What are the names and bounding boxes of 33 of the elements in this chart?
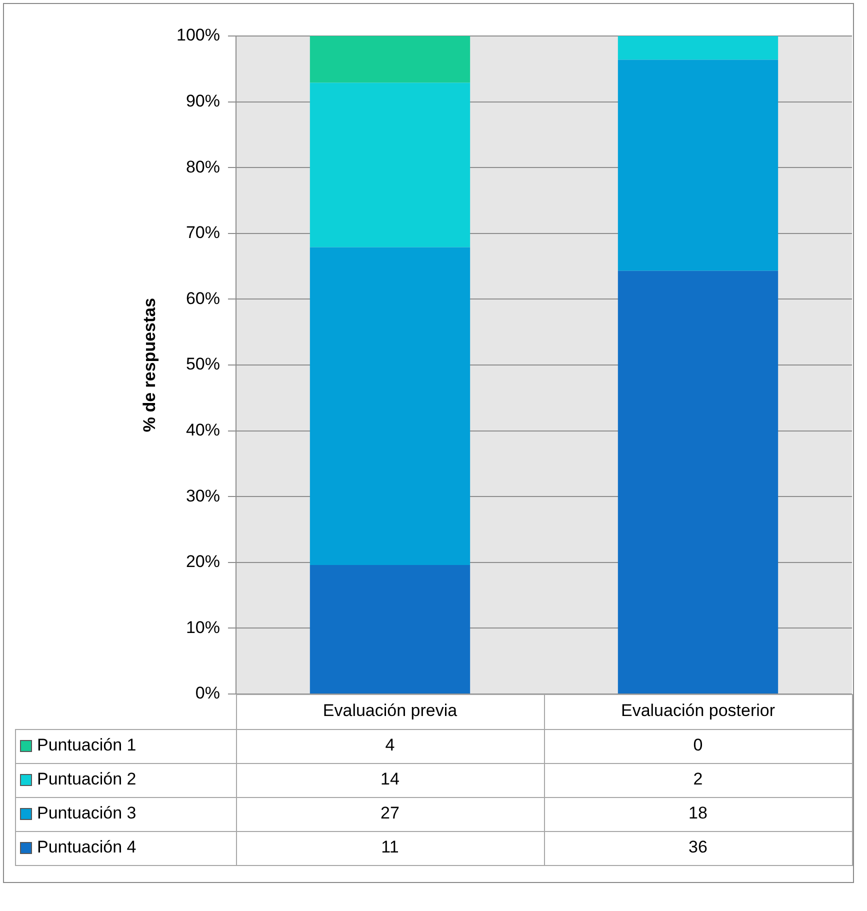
x-tick-label: Evaluación posterior — [620, 701, 776, 720]
text: 18 — [688, 804, 708, 823]
text: 4 — [385, 736, 395, 755]
bar — [310, 565, 470, 694]
bar — [310, 36, 470, 83]
bar — [618, 36, 778, 60]
text: 2 — [693, 770, 703, 789]
y-tick-label: 10% — [186, 618, 220, 637]
y-tick-label: 30% — [186, 486, 220, 506]
legend-label: Puntuación 4 — [37, 838, 136, 857]
legend-label: Puntuación 1 — [37, 736, 136, 755]
y-tick-label: 40% — [186, 420, 220, 440]
text: 14 — [380, 770, 400, 789]
y-tick-label: 50% — [186, 354, 220, 374]
y-axis-title: % de respuestas — [140, 298, 159, 432]
bar — [310, 247, 470, 566]
legend-label: Puntuación 3 — [37, 804, 136, 823]
x-tick-label: Evaluación previa — [322, 701, 458, 720]
y-tick-label: 0% — [195, 684, 220, 703]
y-tick-label: 20% — [186, 552, 220, 572]
y-tick-label: 60% — [186, 288, 220, 308]
text: 11 — [381, 838, 399, 857]
text: 27 — [380, 804, 400, 823]
y-tick-label: 90% — [186, 91, 220, 110]
legend-label: Puntuación 2 — [37, 770, 136, 789]
y-tick-label: 100% — [176, 26, 220, 45]
bar — [618, 270, 778, 694]
bar — [618, 60, 778, 271]
bar — [310, 82, 470, 248]
text: 36 — [688, 838, 708, 857]
text: 0 — [693, 736, 703, 755]
y-tick-label: 70% — [186, 223, 220, 242]
y-tick-label: 80% — [186, 157, 220, 176]
